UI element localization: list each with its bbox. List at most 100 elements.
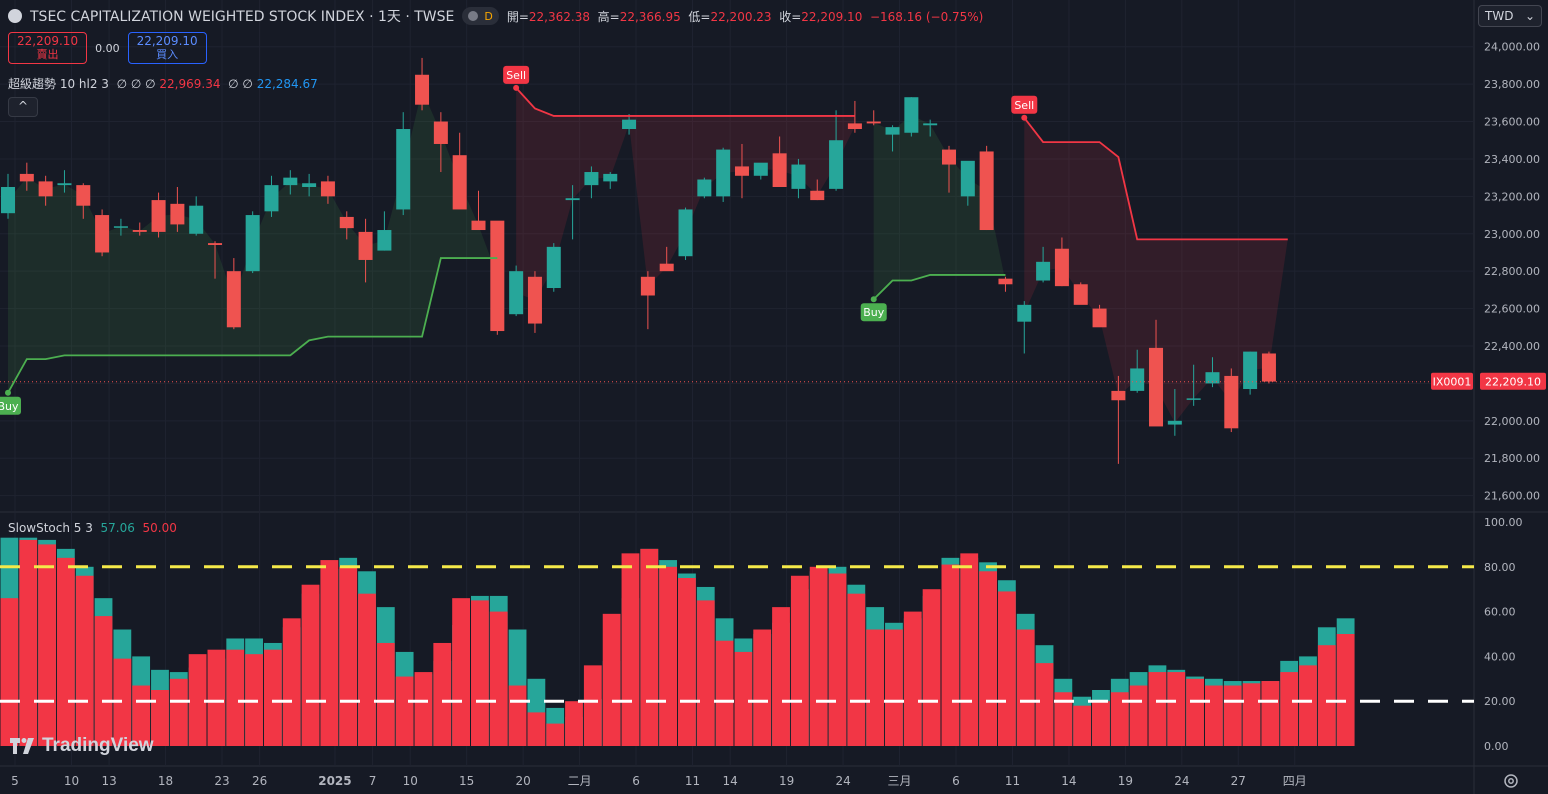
time-tick-label: 11 — [685, 774, 700, 788]
stoch-k-bar — [527, 712, 546, 746]
stoch-k-bar — [753, 629, 772, 746]
supertrend-legend[interactable]: 超級趨勢 10 hl2 3 ∅ ∅ ∅ 22,969.34 ∅ ∅ 22,284… — [8, 77, 318, 91]
candle-body — [76, 185, 91, 206]
time-tick-label: 19 — [1118, 774, 1133, 788]
time-tick-label: 2025 — [318, 774, 351, 788]
candle-body — [753, 162, 768, 176]
candle-body — [697, 179, 712, 197]
stoch-k-bar — [678, 578, 696, 746]
candle-body — [170, 203, 185, 225]
stoch-k-bar — [0, 598, 19, 746]
candle-body — [320, 181, 335, 197]
supertrend-line — [7, 257, 498, 394]
price-tick-label: 22,000.00 — [1484, 415, 1540, 428]
candle-body — [885, 127, 900, 135]
candle-body — [1054, 248, 1069, 287]
time-tick-label: 24 — [835, 774, 850, 788]
stoch-k-bar — [113, 658, 132, 746]
stoch-k-bar — [1317, 645, 1336, 746]
stoch-k-bar — [1016, 629, 1035, 746]
candle-body — [527, 276, 542, 324]
candle-body — [452, 155, 467, 210]
currency-select[interactable]: TWD ⌄ — [1478, 5, 1542, 27]
stoch-k-bar — [94, 616, 113, 746]
gear-icon[interactable] — [1502, 772, 1520, 790]
stoch-k-bar — [1223, 685, 1242, 746]
candle-body — [584, 172, 599, 186]
candle-body — [57, 183, 72, 186]
signal-label: Sell — [506, 69, 526, 82]
stoch-k-bar — [358, 593, 376, 746]
candle-body — [772, 153, 787, 187]
stoch-k-bar — [38, 544, 56, 746]
candle-body — [490, 220, 505, 332]
stoch-k-bar — [19, 539, 38, 746]
stoch-k-bar — [282, 618, 301, 746]
stoch-k-bar — [659, 566, 678, 746]
stoch-k-bar — [1073, 705, 1092, 746]
candle-body — [979, 151, 994, 231]
stoch-k-bar — [1148, 672, 1167, 746]
stoch-k-bar — [1204, 685, 1223, 746]
last-price-tag-bg — [1480, 372, 1546, 390]
stoch-k-bar — [1092, 701, 1110, 746]
stoch-k-bar — [376, 642, 395, 746]
stoch-k-bar — [1261, 681, 1280, 746]
stoch-k-bar — [207, 649, 226, 746]
candle-body — [791, 164, 806, 189]
legend-header: TSEC CAPITALIZATION WEIGHTED STOCK INDEX… — [8, 6, 983, 26]
stoch-tick-label: 0.00 — [1484, 740, 1509, 753]
price-tick-label: 22,600.00 — [1484, 303, 1540, 316]
time-tick-label: 11 — [1005, 774, 1020, 788]
stoch-k-bar — [1054, 692, 1073, 746]
stoch-tick-label: 40.00 — [1484, 650, 1516, 663]
stoch-k-bar — [621, 553, 640, 746]
stoch-k-bar — [772, 607, 790, 746]
stoch-k-bar — [941, 564, 960, 746]
stoch-k-bar — [1186, 678, 1204, 746]
time-tick-label: 14 — [1061, 774, 1076, 788]
market-status-pill[interactable]: D — [462, 7, 499, 25]
candle-body — [960, 160, 975, 197]
candle-body — [1, 187, 15, 214]
candle-body — [1205, 372, 1220, 384]
candle-body — [19, 173, 34, 182]
candle-body — [509, 271, 524, 315]
time-tick-label: 14 — [723, 774, 738, 788]
stoch-k-bar — [56, 557, 75, 746]
signal-label-bg — [0, 396, 21, 415]
supertrend-fill — [873, 114, 1006, 300]
stoch-legend[interactable]: SlowStoch 5 3 57.06 50.00 — [8, 521, 177, 535]
stoch-k-bar — [226, 649, 245, 746]
candle-body — [1073, 284, 1088, 305]
supertrend-line — [873, 274, 1006, 300]
stoch-k-bar — [979, 571, 997, 746]
tradingview-logo[interactable]: TradingView — [10, 735, 154, 757]
trade-buttons: 22,209.10 賣出 0.00 22,209.10 買入 — [8, 32, 207, 64]
symbol-title[interactable]: TSEC CAPITALIZATION WEIGHTED STOCK INDEX… — [30, 9, 455, 25]
candle-body — [132, 230, 147, 232]
collapse-legend-button[interactable]: ^ — [8, 97, 38, 117]
stoch-k-bar — [960, 553, 979, 746]
sell-button[interactable]: 22,209.10 賣出 — [8, 32, 88, 64]
candle-body — [1017, 304, 1032, 322]
stoch-k-bar — [602, 613, 621, 746]
stoch-k-bar — [734, 651, 753, 746]
stoch-k-bar — [866, 629, 885, 746]
candle-body — [1111, 390, 1126, 401]
candle-body — [904, 97, 919, 133]
candle-body — [339, 216, 354, 229]
stoch-k-bar — [188, 654, 207, 746]
candle-body — [1224, 375, 1239, 429]
last-price-tag-label: 22,209.10 — [1485, 376, 1541, 389]
time-tick-label: 三月 — [888, 774, 912, 788]
price-tick-label: 23,600.00 — [1484, 116, 1540, 129]
time-tick-label: 四月 — [1283, 774, 1307, 788]
chevron-down-icon: ⌄ — [1524, 9, 1535, 23]
stoch-k-bar — [452, 598, 470, 746]
supertrend-line — [1023, 117, 1288, 241]
candle-body — [716, 149, 731, 197]
time-tick-label: 6 — [632, 774, 640, 788]
buy-button[interactable]: 22,209.10 買入 — [127, 32, 207, 64]
